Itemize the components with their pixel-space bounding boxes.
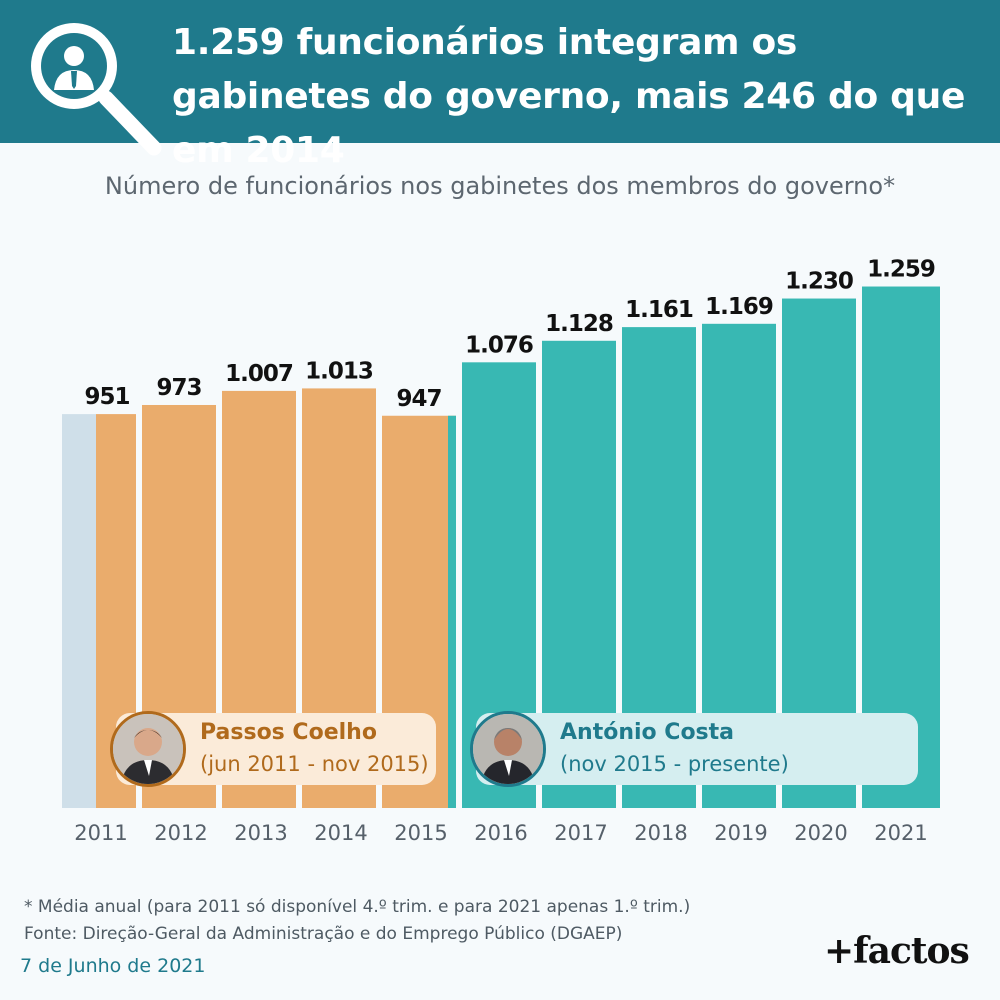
x-tick-label: 2015 (394, 821, 447, 845)
portrait-passos-coelho (110, 711, 186, 787)
x-tick-label: 2018 (634, 821, 687, 845)
portrait-antonio-costa (470, 711, 546, 787)
x-tick-label: 2011 (74, 821, 127, 845)
x-tick-label: 2019 (714, 821, 767, 845)
source-note: Fonte: Direção-Geral da Administração e … (24, 924, 623, 944)
bar-value-label: 1.076 (465, 332, 533, 358)
factos-logo: +factos (824, 930, 970, 972)
bar-value-label: 1.007 (225, 361, 293, 387)
x-tick-label: 2021 (874, 821, 927, 845)
x-tick-label: 2013 (234, 821, 287, 845)
pm-box-antonio-costa (476, 713, 918, 785)
x-tick-label: 2016 (474, 821, 527, 845)
bar-value-label: 973 (156, 375, 201, 401)
bar-value-label: 1.259 (867, 257, 935, 283)
pm-name-passos-coelho: Passos Coelho (200, 720, 377, 745)
bar-value-label: 947 (396, 386, 441, 412)
bar-value-label: 1.128 (545, 311, 613, 337)
publication-date: 7 de Junho de 2021 (20, 955, 206, 977)
pm-term-antonio-costa: (nov 2015 - presente) (560, 752, 789, 776)
magnifier-person-icon (31, 23, 162, 156)
x-tick-label: 2017 (554, 821, 607, 845)
page-title: 1.259 funcionários integram os gabinetes… (172, 22, 966, 171)
bar-value-label: 1.230 (785, 269, 853, 295)
bar-value-label: 1.169 (705, 294, 773, 320)
header-banner: 1.259 funcionários integram os gabinetes… (0, 0, 1000, 171)
x-tick-label: 2014 (314, 821, 367, 845)
pm-term-passos-coelho: (jun 2011 - nov 2015) (200, 752, 429, 776)
bar-value-label: 951 (84, 384, 129, 410)
bar-value-label: 1.161 (625, 297, 693, 323)
x-tick-label: 2012 (154, 821, 207, 845)
footnote: * Média anual (para 2011 só disponível 4… (24, 897, 691, 917)
bar-2011-partial (62, 414, 96, 808)
x-tick-label: 2020 (794, 821, 847, 845)
bar-value-label: 1.013 (305, 358, 373, 384)
pm-name-antonio-costa: António Costa (560, 720, 735, 745)
chart-subtitle: Número de funcionários nos gabinetes dos… (104, 172, 896, 200)
bar-2015-costa-segment (448, 415, 456, 808)
